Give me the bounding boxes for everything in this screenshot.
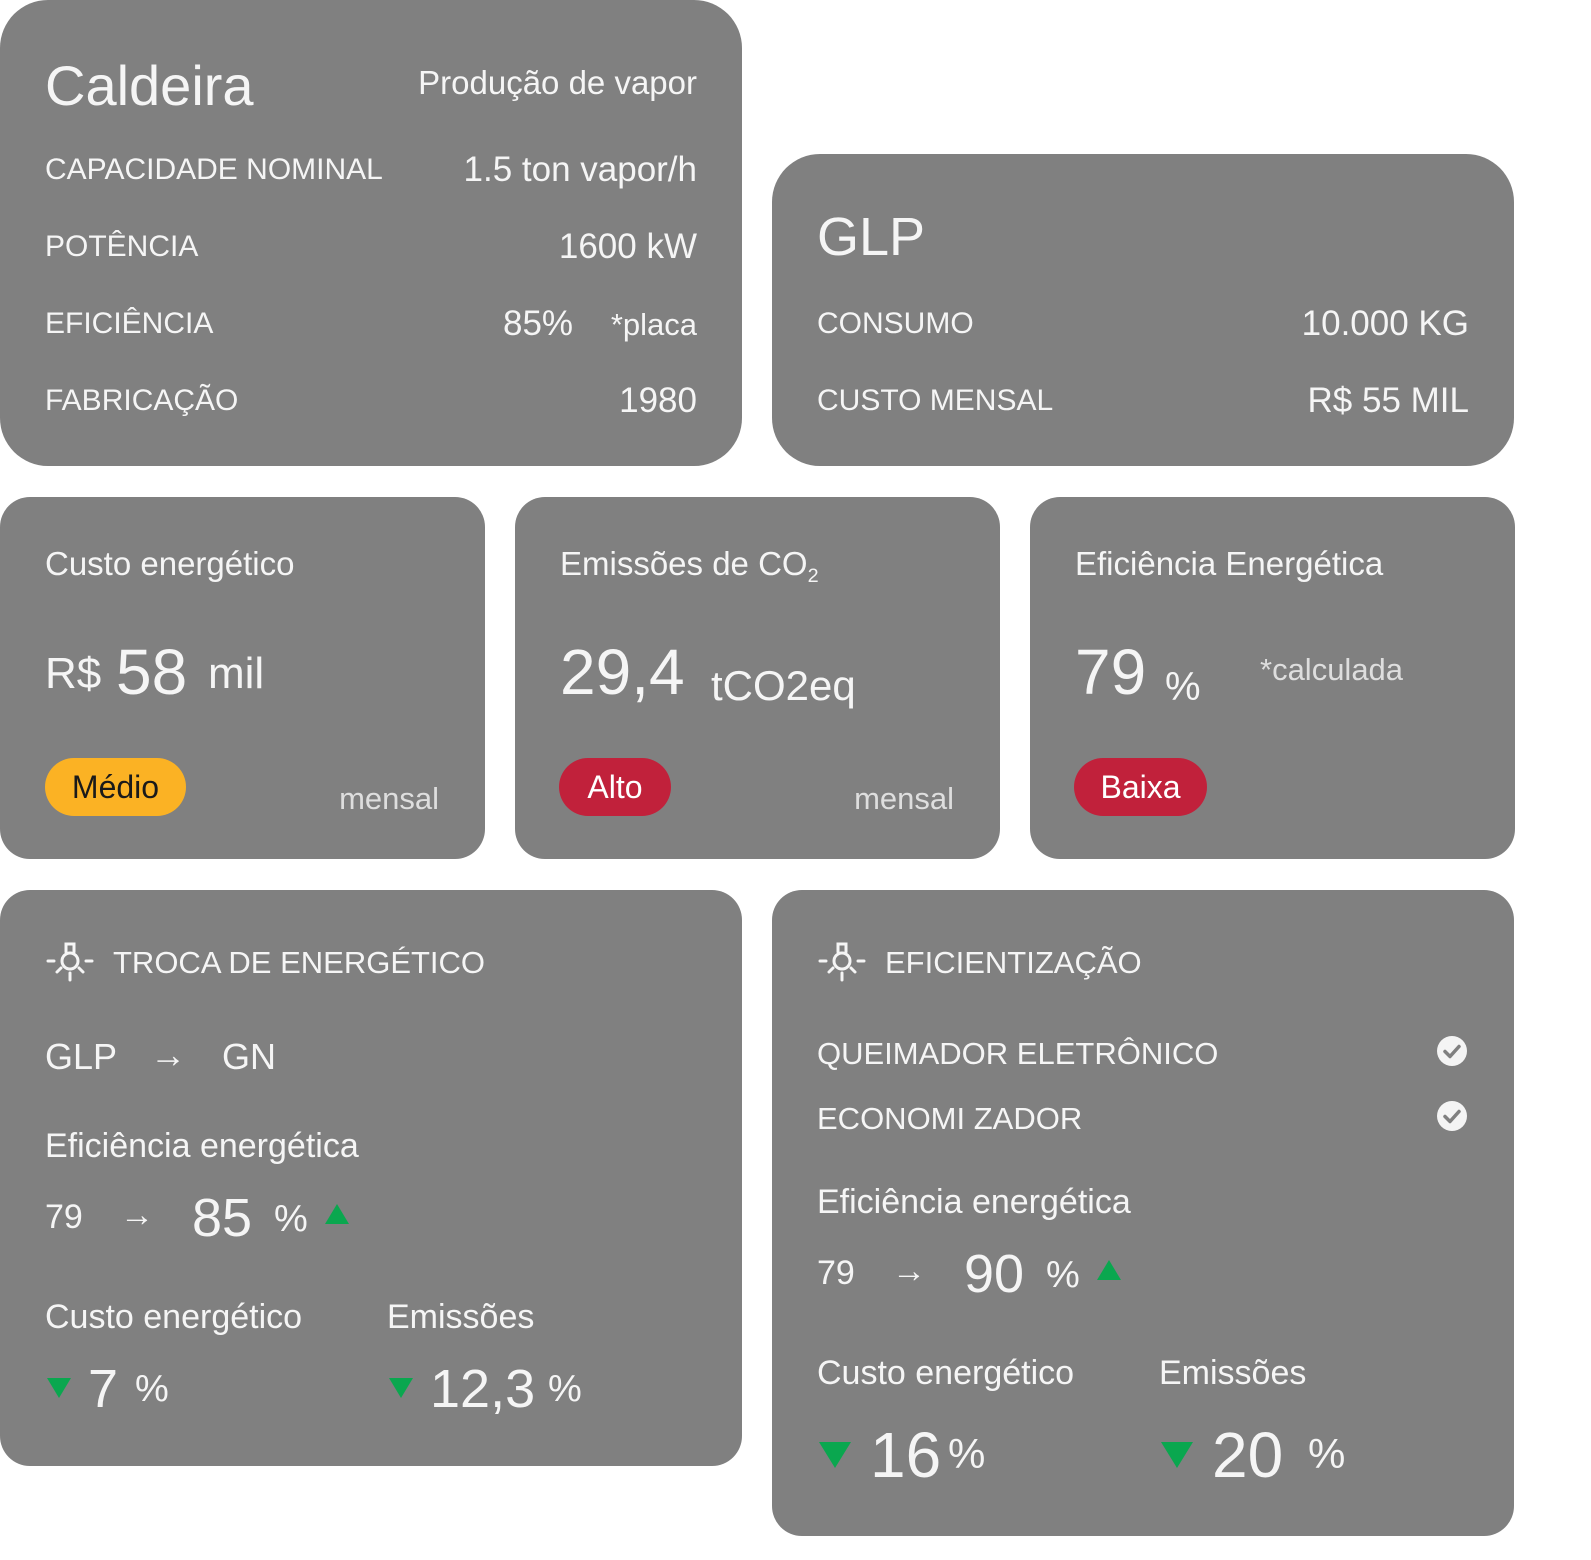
custo-card: Custo energético R$ 58 mil Médio mensal (0, 497, 485, 859)
troca-emis-value: 12,3 (430, 1359, 536, 1419)
emissoes-title-main: Emissões de CO (560, 545, 808, 582)
eficiencia-card-unit: % (1165, 665, 1201, 709)
eficiencia-value: 85% (503, 304, 574, 343)
emissoes-card: Emissões de CO2 29,4 tCO2eq Alto mensal (515, 497, 1000, 859)
eficiencia-badge: Baixa (1074, 758, 1207, 816)
eficientizacao-title: EFICIENTIZAÇÃO (885, 945, 1142, 980)
troca-eff-up-icon (325, 1204, 349, 1224)
troca-cost-unit: % (135, 1368, 169, 1410)
eficientizacao-cost-label: Custo energético (817, 1354, 1075, 1392)
troca-arrow: → (150, 1034, 186, 1075)
item-economizador-label: ECONOMI ZADOR (817, 1101, 1083, 1136)
lightbulb-icon (818, 942, 866, 982)
troca-from: GLP (45, 1036, 118, 1077)
eficientizacao-cost-down-icon (819, 1442, 851, 1468)
emissoes-title: Emissões de CO2 (560, 547, 819, 587)
troca-emis-down-icon (389, 1378, 413, 1398)
consumo-label: CONSUMO (817, 307, 974, 340)
custo-title: Custo energético (45, 545, 295, 582)
glp-title: GLP (817, 207, 926, 267)
custo-prefix: R$ (45, 649, 102, 698)
eficientizacao-eff-to: 90 (964, 1244, 1025, 1304)
eficiencia-title: Eficiência Energética (1075, 545, 1384, 582)
eficientizacao-eff-label: Eficiência energética (817, 1183, 1131, 1221)
custo-badge: Médio (45, 758, 186, 816)
custo-period: mensal (339, 781, 439, 816)
troca-to: GN (222, 1036, 276, 1077)
check-icon (1437, 1101, 1467, 1131)
troca-emis-unit: % (548, 1368, 582, 1410)
emissoes-badge: Alto (559, 758, 671, 816)
eficientizacao-emis-value: 20 (1212, 1419, 1284, 1491)
caldeira-title: Caldeira (45, 54, 254, 117)
eficientizacao-card: EFICIENTIZAÇÃO QUEIMADOR ELETRÔNICO ECON… (772, 890, 1514, 1536)
emissoes-period: mensal (854, 781, 954, 816)
caldeira-subtitle: Produção de vapor (418, 64, 697, 101)
lightbulb-icon (46, 942, 94, 982)
eficientizacao-emis-label: Emissões (1159, 1354, 1307, 1392)
custo-unit: mil (208, 649, 265, 698)
troca-emis-label: Emissões (387, 1298, 535, 1336)
caldeira-card: Caldeira Produção de vapor CAPACIDADE NO… (0, 0, 742, 466)
capacidade-label: CAPACIDADE NOMINAL (45, 153, 383, 186)
troca-title: TROCA DE ENERGÉTICO (113, 945, 486, 980)
eficientizacao-eff-from: 79 (817, 1254, 855, 1292)
troca-card: TROCA DE ENERGÉTICO GLP → GN Eficiência … (0, 890, 742, 1466)
emissoes-unit: tCO2eq (711, 662, 856, 709)
troca-eff-unit: % (274, 1198, 308, 1240)
troca-cost-down-icon (47, 1378, 71, 1398)
troca-eff-to: 85 (192, 1188, 253, 1248)
troca-eff-from: 79 (45, 1198, 83, 1236)
potencia-value: 1600 kW (558, 227, 697, 266)
eficiencia-card-value: 79 (1075, 636, 1147, 708)
custo-mensal-label: CUSTO MENSAL (817, 384, 1054, 417)
eficiencia-note: *placa (610, 307, 697, 342)
custo-mensal-value: R$ 55 MIL (1307, 381, 1469, 420)
eficientizacao-cost-value: 16 (870, 1419, 942, 1491)
custo-value: 58 (116, 636, 188, 708)
troca-cost-label: Custo energético (45, 1298, 303, 1336)
troca-eff-arrow: → (120, 1196, 154, 1234)
check-icon (1437, 1036, 1467, 1066)
fabricacao-label: FABRICAÇÃO (45, 384, 239, 417)
eficientizacao-eff-unit: % (1046, 1254, 1080, 1296)
troca-cost-value: 7 (88, 1359, 119, 1419)
eficientizacao-emis-unit: % (1308, 1430, 1346, 1477)
eficientizacao-emis-down-icon (1161, 1442, 1193, 1468)
eficientizacao-eff-arrow: → (892, 1252, 926, 1290)
eficientizacao-eff-up-icon (1097, 1260, 1121, 1280)
fabricacao-value: 1980 (619, 381, 697, 420)
consumo-value: 10.000 KG (1301, 304, 1469, 343)
capacidade-value: 1.5 ton vapor/h (463, 150, 698, 189)
potencia-label: POTÊNCIA (45, 230, 199, 263)
eficiencia-card-note: *calculada (1260, 652, 1404, 687)
troca-eff-label: Eficiência energética (45, 1127, 359, 1165)
emissoes-value: 29,4 (560, 636, 685, 708)
eficiencia-card: Eficiência Energética 79 % *calculada Ba… (1030, 497, 1515, 859)
glp-card: GLP CONSUMO 10.000 KG CUSTO MENSAL R$ 55… (772, 154, 1514, 466)
eficientizacao-cost-unit: % (948, 1430, 986, 1477)
item-queimador-label: QUEIMADOR ELETRÔNICO (817, 1036, 1219, 1071)
eficiencia-label: EFICIÊNCIA (45, 307, 214, 340)
emissoes-title-sub: 2 (807, 564, 819, 587)
